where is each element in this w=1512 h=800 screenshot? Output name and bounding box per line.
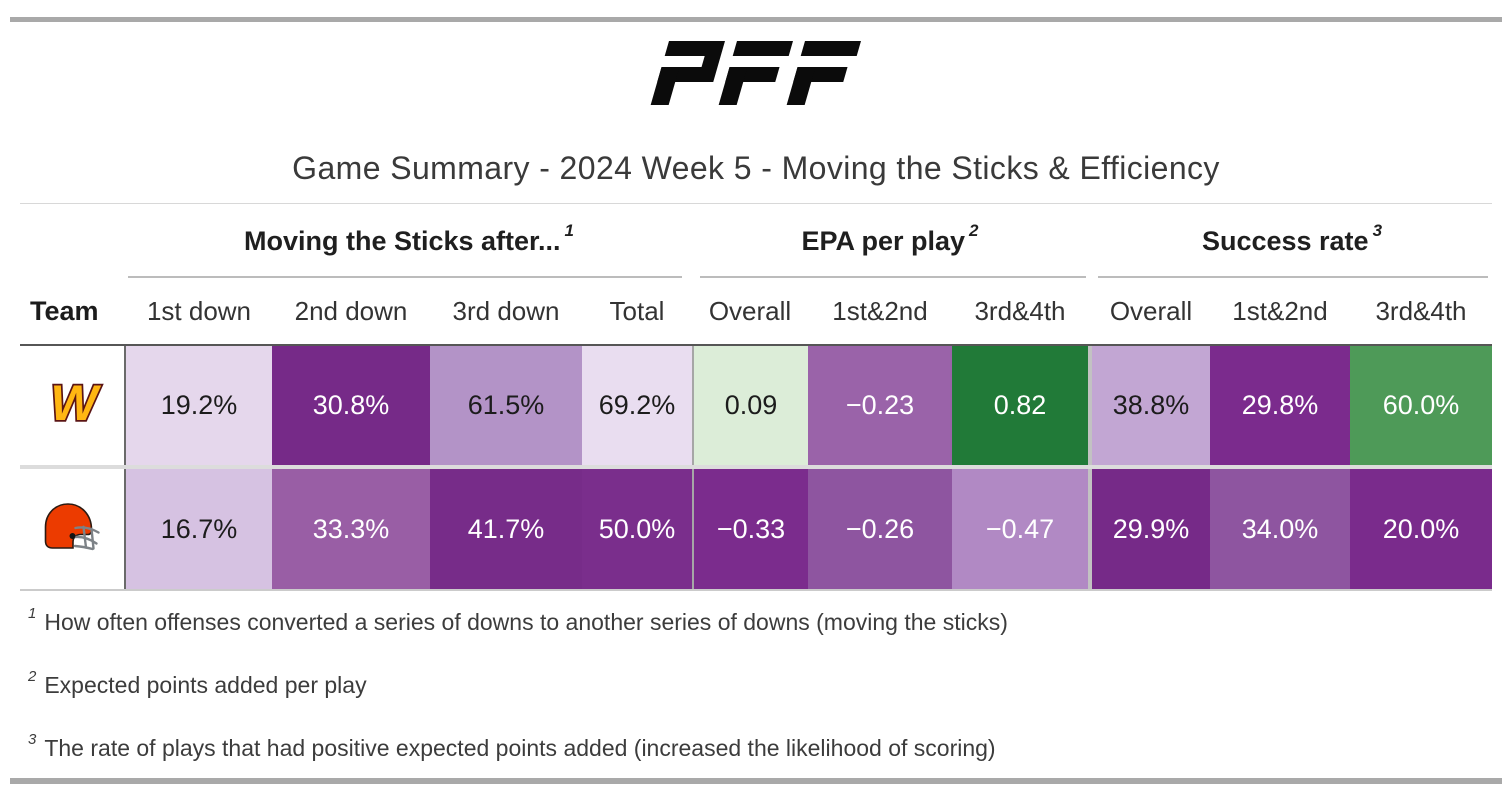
group-footnote-ref: 1 bbox=[564, 220, 575, 240]
table-row-washington-commanders: W 19.2% 30.8% 61.5% 69.2% 0.09 −0.23 0.82 38.8%… bbox=[20, 346, 1492, 465]
top-divider-bar bbox=[10, 17, 1502, 22]
footnote-2: 2 Expected points added per play bbox=[28, 668, 1492, 705]
stat-cell: 38.8% bbox=[1092, 346, 1210, 465]
stat-cell: 29.8% bbox=[1210, 346, 1350, 465]
table-row-cleveland-browns: 16.7% 33.3% 41.7% 50.0% −0.33 −0.26 −0.47 29.9%… bbox=[20, 469, 1492, 589]
group-gap bbox=[1088, 469, 1092, 589]
stat-cell: 16.7% bbox=[126, 469, 272, 589]
footnote-3: 3 The rate of plays that had positive exp… bbox=[28, 731, 1492, 768]
group-underline bbox=[700, 276, 1086, 278]
group-header-moving-the-sticks-after: Moving the Sticks after... 1 bbox=[126, 204, 692, 278]
column-header-epa-per-play-1st-2nd: 1st&2nd bbox=[832, 295, 928, 326]
column-header-moving-the-sticks-after-3rd-down: 3rd down bbox=[452, 295, 560, 326]
group-header-team-spacer bbox=[20, 204, 126, 278]
group-gap bbox=[1088, 204, 1092, 278]
svg-text:W: W bbox=[50, 375, 101, 431]
stat-cell: −0.33 bbox=[692, 469, 808, 589]
column-header-moving-the-sticks-after-total: Total bbox=[609, 295, 665, 326]
column-header-gap bbox=[1088, 278, 1092, 344]
group-gap bbox=[1088, 346, 1092, 465]
commanders-logo-icon: W bbox=[35, 373, 109, 436]
group-header-epa-per-play: EPA per play 2 bbox=[692, 204, 1088, 278]
group-footnote-ref: 3 bbox=[1372, 220, 1383, 240]
stat-cell: 29.9% bbox=[1092, 469, 1210, 589]
footnote-text: How often offenses converted a series of… bbox=[44, 609, 1008, 635]
group-header-label: Success rate bbox=[1201, 225, 1369, 256]
stat-cell: 60.0% bbox=[1350, 346, 1492, 465]
group-header-label: Moving the Sticks after... bbox=[243, 225, 561, 256]
stat-cell: 61.5% bbox=[430, 346, 582, 465]
group-header-row: Moving the Sticks after... 1 EPA per play 2… bbox=[20, 204, 1492, 278]
column-header-success-rate-1st-2nd: 1st&2nd bbox=[1232, 295, 1328, 326]
footnote-superscript: 2 bbox=[28, 668, 37, 685]
bottom-divider-bar bbox=[10, 778, 1502, 784]
footnote-text: The rate of plays that had positive expe… bbox=[44, 735, 996, 761]
footnote-text: Expected points added per play bbox=[44, 672, 367, 698]
summary-table: Moving the Sticks after... 1 EPA per play 2… bbox=[20, 203, 1492, 591]
column-header-team: Team bbox=[30, 295, 99, 326]
team-cell-cleveland-browns bbox=[20, 469, 126, 589]
footnote-superscript: 3 bbox=[28, 731, 37, 748]
group-header-success-rate: Success rate 3 bbox=[1092, 204, 1492, 278]
team-cell-washington-commanders: W bbox=[20, 346, 126, 465]
column-header-moving-the-sticks-after-1st-down: 1st down bbox=[146, 295, 252, 326]
footnotes: 1 How often offenses converted a series o… bbox=[28, 605, 1492, 795]
column-header-success-rate-overall: Overall bbox=[1109, 295, 1193, 326]
column-header-epa-per-play-3rd-4th: 3rd&4th bbox=[974, 295, 1066, 326]
stat-cell: 50.0% bbox=[582, 469, 692, 589]
pff-logo bbox=[0, 40, 1512, 106]
stat-cell: 20.0% bbox=[1350, 469, 1492, 589]
stat-cell: 41.7% bbox=[430, 469, 582, 589]
column-header-row: Team 1st down 2nd down 3rd down Total Overall… bbox=[20, 278, 1492, 346]
stat-cell: 0.82 bbox=[952, 346, 1088, 465]
stat-cell: −0.47 bbox=[952, 469, 1088, 589]
column-header-success-rate-3rd-4th: 3rd&4th bbox=[1375, 295, 1467, 326]
stat-cell: −0.23 bbox=[808, 346, 952, 465]
stat-cell: 69.2% bbox=[582, 346, 692, 465]
stat-cell: 0.09 bbox=[692, 346, 808, 465]
footnote-superscript: 1 bbox=[28, 605, 37, 622]
footnote-1: 1 How often offenses converted a series o… bbox=[28, 605, 1492, 642]
table-body: W 19.2% 30.8% 61.5% 69.2% 0.09 −0.23 0.82 38.8%… bbox=[20, 346, 1492, 591]
stat-cell: 34.0% bbox=[1210, 469, 1350, 589]
stat-cell: −0.26 bbox=[808, 469, 952, 589]
stat-cell: 33.3% bbox=[272, 469, 430, 589]
page-title: Game Summary - 2024 Week 5 - Moving the … bbox=[292, 150, 1220, 186]
stat-cell: 30.8% bbox=[272, 346, 430, 465]
group-header-label: EPA per play bbox=[801, 225, 966, 256]
stat-cell: 19.2% bbox=[126, 346, 272, 465]
pff-logo-icon bbox=[650, 41, 861, 105]
browns-logo-icon bbox=[42, 501, 102, 558]
row-separator bbox=[20, 465, 1492, 469]
group-underline bbox=[128, 276, 682, 278]
column-header-moving-the-sticks-after-2nd-down: 2nd down bbox=[294, 295, 408, 326]
group-footnote-ref: 2 bbox=[969, 220, 979, 240]
group-underline bbox=[1098, 276, 1488, 278]
column-header-epa-per-play-overall: Overall bbox=[708, 295, 792, 326]
